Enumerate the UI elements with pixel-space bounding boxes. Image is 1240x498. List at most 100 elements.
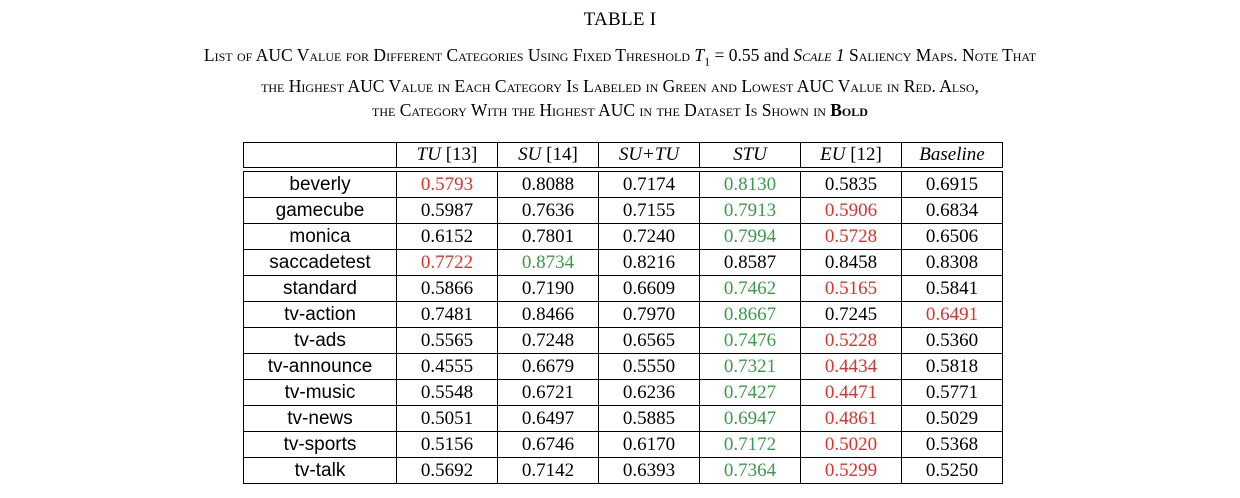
auc-value-cell: 0.7190 [497,275,599,302]
auc-value-cell: 0.7481 [396,301,498,328]
auc-value-cell: 0.6565 [598,327,700,354]
auc-value-cell: 0.6170 [598,431,700,458]
auc-value-cell: 0.7722 [396,249,498,276]
table-row: tv-news 0.5051 0.6497 0.5885 0.6947 0.4861 0.5… [243,405,1003,432]
category-cell: standard [243,275,397,302]
auc-value-cell: 0.6506 [901,223,1003,250]
table-row: standard 0.5866 0.7190 0.6609 0.7462 0.5165 0.… [243,275,1003,302]
auc-value-cell: 0.8088 [497,171,599,198]
auc-value-cell: 0.7801 [497,223,599,250]
auc-value-cell: 0.7970 [598,301,700,328]
auc-value-cell: 0.7174 [598,171,700,198]
auc-value-cell: 0.5051 [396,405,498,432]
table-caption: List of AUC Value for Different Categori… [10,43,1230,122]
auc-value-cell: 0.6679 [497,353,599,380]
auc-value-cell: 0.7427 [699,379,801,406]
table-row: gamecube 0.5987 0.7636 0.7155 0.7913 0.5906 0.… [243,197,1003,224]
auc-value-cell: 0.8130 [699,171,801,198]
auc-value-cell: 0.6393 [598,457,700,484]
auc-value-cell: 0.7462 [699,275,801,302]
auc-value-cell: 0.6834 [901,197,1003,224]
auc-value-cell: 0.5835 [800,171,902,198]
auc-value-cell: 0.5299 [800,457,902,484]
table-row: tv-sports 0.5156 0.6746 0.6170 0.7172 0.5020 0… [243,431,1003,458]
auc-value-cell: 0.6152 [396,223,498,250]
auc-value-cell: 0.4861 [800,405,902,432]
category-cell: saccadetest [243,249,397,276]
auc-value-cell: 0.7172 [699,431,801,458]
table-row: tv-announce 0.4555 0.6679 0.5550 0.7321 0.443… [243,353,1003,380]
auc-value-cell: 0.5885 [598,405,700,432]
table-body: beverly 0.5793 0.8088 0.7174 0.8130 0.5835 0.6… [243,171,1003,484]
auc-value-cell: 0.4471 [800,379,902,406]
auc-value-cell: 0.5548 [396,379,498,406]
auc-value-cell: 0.5692 [396,457,498,484]
header-method: TU [13] [396,142,498,168]
category-cell: tv-music [243,379,397,406]
header-category [243,142,397,168]
auc-value-cell: 0.6491 [901,301,1003,328]
auc-value-cell: 0.7994 [699,223,801,250]
auc-value-cell: 0.7364 [699,457,801,484]
caption-line-1: List of AUC Value for Different Categori… [203,45,1037,69]
auc-value-cell: 0.5906 [800,197,902,224]
auc-value-cell: 0.7636 [497,197,599,224]
auc-value-cell: 0.4434 [800,353,902,380]
category-cell: tv-sports [243,431,397,458]
auc-value-cell: 0.7913 [699,197,801,224]
auc-value-cell: 0.6721 [497,379,599,406]
auc-value-cell: 0.5728 [800,223,902,250]
table-row: tv-music 0.5548 0.6721 0.6236 0.7427 0.4471 0.… [243,379,1003,406]
auc-value-cell: 0.8458 [800,249,902,276]
table-row: tv-action 0.7481 0.8466 0.7970 0.8667 0.7245 0… [243,301,1003,328]
table-label: TABLE I [583,9,657,30]
category-cell: tv-action [243,301,397,328]
category-cell: monica [243,223,397,250]
auc-value-cell: 0.7240 [598,223,700,250]
auc-value-cell: 0.5818 [901,353,1003,380]
auc-value-cell: 0.5866 [396,275,498,302]
auc-value-cell: 0.5156 [396,431,498,458]
auc-value-cell: 0.5368 [901,431,1003,458]
auc-value-cell: 0.8216 [598,249,700,276]
auc-value-cell: 0.8466 [497,301,599,328]
auc-value-cell: 0.8667 [699,301,801,328]
category-cell: gamecube [243,197,397,224]
category-cell: beverly [243,171,397,198]
auc-value-cell: 0.4555 [396,353,498,380]
auc-value-cell: 0.6497 [497,405,599,432]
auc-value-cell: 0.5020 [800,431,902,458]
category-cell: tv-announce [243,353,397,380]
auc-value-cell: 0.5841 [901,275,1003,302]
auc-value-cell: 0.7155 [598,197,700,224]
auc-value-cell: 0.5228 [800,327,902,354]
table-row: monica 0.6152 0.7801 0.7240 0.7994 0.5728 0.65… [243,223,1003,250]
auc-value-cell: 0.8308 [901,249,1003,276]
auc-value-cell: 0.6947 [699,405,801,432]
auc-table: TU [13] SU [14] SU+TU STU EU [12] Baseline be… [243,142,1003,484]
auc-value-cell: 0.6746 [497,431,599,458]
category-cell: tv-talk [243,457,397,484]
auc-value-cell: 0.5165 [800,275,902,302]
header-method: STU [699,142,801,168]
auc-value-cell: 0.8734 [497,249,599,276]
auc-value-cell: 0.5771 [901,379,1003,406]
auc-value-cell: 0.6609 [598,275,700,302]
auc-value-cell: 0.5360 [901,327,1003,354]
table-row: tv-ads 0.5565 0.7248 0.6565 0.7476 0.5228 0.53… [243,327,1003,354]
auc-value-cell: 0.7142 [497,457,599,484]
caption-line-2: the Highest AUC Value in Each Category I… [261,75,979,96]
auc-value-cell: 0.7245 [800,301,902,328]
table-header-row: TU [13] SU [14] SU+TU STU EU [12] Baseline [243,142,1003,168]
auc-value-cell: 0.7476 [699,327,801,354]
auc-value-cell: 0.5250 [901,457,1003,484]
caption-line-3: the Category With the Highest AUC in the… [372,99,868,120]
auc-value-cell: 0.5987 [396,197,498,224]
auc-value-cell: 0.8587 [699,249,801,276]
auc-value-cell: 0.6915 [901,171,1003,198]
auc-value-cell: 0.7321 [699,353,801,380]
category-cell: tv-ads [243,327,397,354]
table-row: beverly 0.5793 0.8088 0.7174 0.8130 0.5835 0.6… [243,171,1003,198]
auc-value-cell: 0.5565 [396,327,498,354]
auc-value-cell: 0.5793 [396,171,498,198]
